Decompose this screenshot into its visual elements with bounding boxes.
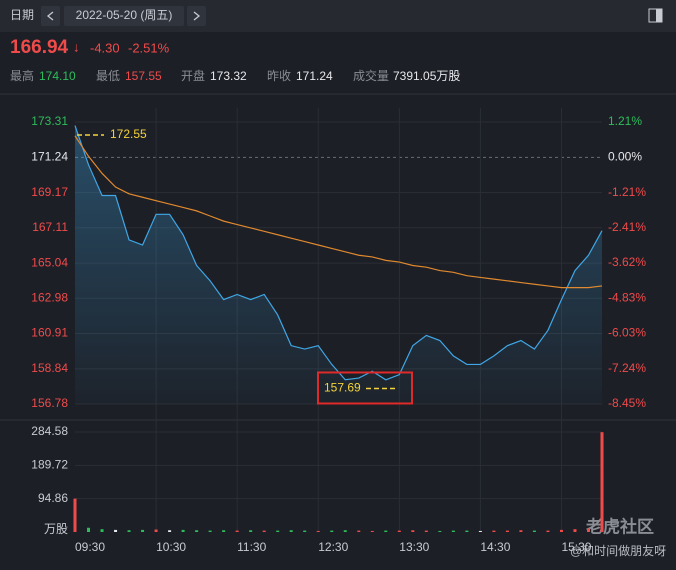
volume-bar [397, 530, 401, 532]
volume-tick-label: 万股 [44, 522, 68, 536]
y2-tick-label: -1.21% [608, 185, 646, 199]
next-icon [193, 11, 201, 21]
volume-bar [235, 530, 239, 532]
volume-bar [492, 530, 496, 532]
volume-bar [411, 530, 415, 532]
highlight-box [317, 371, 413, 405]
y2-tick-label: -3.62% [608, 255, 646, 269]
x-tick-label: 13:30 [399, 540, 429, 554]
marker-label: 157.69 [324, 381, 361, 395]
volume-tick-label: 94.86 [38, 491, 68, 505]
volume-bar [141, 529, 145, 532]
volume-bar [505, 530, 509, 532]
volume-tick-label: 284.58 [31, 424, 68, 438]
volume-bar [87, 527, 91, 532]
volume-bar [330, 530, 334, 532]
volume-bar [573, 529, 577, 532]
volume-bar [276, 530, 280, 532]
stat-value: 173.32 [210, 69, 247, 83]
y2-tick-label: 1.21% [608, 114, 642, 128]
series-line [74, 135, 603, 289]
volume-bar [127, 530, 131, 532]
volume-bar [424, 530, 428, 532]
volume-bar [465, 530, 469, 532]
prev-icon [46, 11, 54, 21]
y-tick-label: 173.31 [31, 114, 68, 128]
volume-bar [478, 530, 482, 532]
volume-bar [114, 529, 118, 532]
volume-tick-label: 189.72 [31, 458, 68, 472]
volume-bar [289, 530, 293, 532]
stat-value: 157.55 [125, 69, 162, 83]
stat-label: 成交量 [353, 68, 389, 83]
volume-bar [181, 529, 185, 532]
stat-label: 昨收 [267, 69, 291, 83]
volume-bar [370, 530, 374, 532]
y-tick-label: 162.98 [31, 290, 68, 304]
volume-bar [100, 529, 104, 532]
watermark-user: @和时间做朋友呀 [570, 543, 666, 558]
prev-button[interactable] [41, 6, 60, 26]
date-box[interactable] [64, 6, 184, 26]
x-tick-label: 14:30 [480, 540, 510, 554]
volume-bar [546, 530, 550, 532]
volume-bar [154, 529, 158, 532]
volume-bar [343, 530, 347, 532]
volume-bar [316, 530, 320, 532]
y2-tick-label: -2.41% [608, 220, 646, 234]
y-tick-label: 156.78 [31, 396, 68, 410]
price-area [75, 125, 602, 404]
stat-label: 最高 [10, 68, 34, 83]
volume-bar [195, 530, 199, 532]
volume-bar [262, 530, 266, 532]
date-label: 日期 [10, 8, 34, 22]
volume-bar [249, 530, 253, 532]
y-tick-label: 167.11 [32, 220, 68, 234]
y2-tick-label: -7.24% [608, 361, 646, 375]
volume-bar [208, 530, 212, 532]
volume-bar [519, 530, 523, 532]
date: 2022-05-20 (周五) [76, 8, 173, 22]
change: -4.30 [90, 40, 120, 55]
x-tick-label: 12:30 [318, 540, 348, 554]
y-tick-label: 171.24 [31, 149, 68, 163]
y-tick-label: 165.04 [31, 255, 68, 269]
stat-value: 7391.05万股 [393, 69, 460, 83]
volume-bar [303, 530, 307, 532]
y2-tick-label: -4.83% [608, 290, 646, 304]
volume-bar [600, 432, 604, 532]
volume-bar [384, 530, 388, 532]
x-tick-label: 09:30 [75, 540, 105, 554]
x-tick-label: 15:30 [561, 540, 591, 554]
y2-tick-label: -6.03% [608, 326, 646, 340]
y-tick-label: 160.91 [31, 326, 68, 340]
volume-bar [559, 529, 563, 532]
layout-icon [656, 9, 662, 22]
volume-bar [357, 530, 361, 532]
next-button[interactable] [187, 6, 206, 26]
stat-value: 171.24 [296, 69, 333, 83]
y-tick-label: 158.84 [31, 361, 68, 375]
x-tick-label: 11:30 [237, 540, 266, 554]
volume-bar [222, 530, 226, 532]
direction: ↓ [73, 39, 80, 54]
y2-tick-label: -8.45% [608, 396, 646, 410]
volume-bar [168, 530, 172, 532]
price: 166.94 [10, 37, 69, 58]
volume-bar [586, 528, 590, 532]
y-tick-label: 169.17 [31, 185, 68, 199]
stat-value: 174.10 [39, 69, 76, 83]
volume-bar [73, 498, 77, 532]
watermark-brand: 老虎社区 [585, 516, 654, 536]
volume-bar [532, 530, 536, 532]
stat-label: 最低 [96, 69, 120, 83]
marker-label: 172.55 [110, 127, 147, 141]
x-tick-label: 10:30 [156, 540, 186, 554]
stat-label: 开盘 [181, 68, 205, 83]
y2-tick-label: 0.00% [608, 149, 642, 163]
volume-bar [451, 530, 455, 532]
change-pct: -2.51% [128, 40, 170, 55]
volume-bar [438, 530, 442, 532]
